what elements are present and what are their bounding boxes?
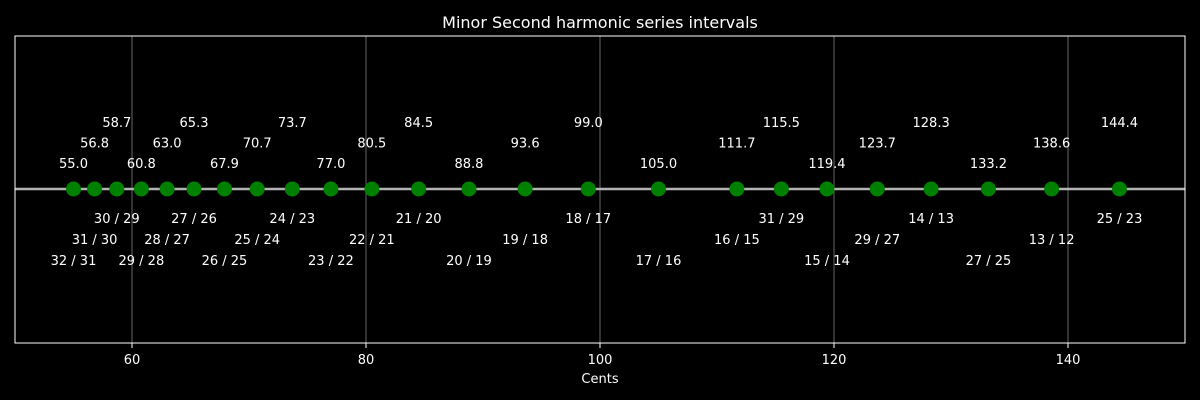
chart-title: Minor Second harmonic series intervals	[442, 13, 758, 32]
cents-value-label: 144.4	[1101, 116, 1138, 131]
cents-value-label: 123.7	[859, 137, 896, 152]
cents-value-label: 58.7	[102, 116, 131, 131]
cents-value-label: 133.2	[970, 157, 1007, 172]
interval-point	[87, 181, 103, 197]
interval-point	[216, 181, 232, 197]
cents-value-label: 119.4	[808, 157, 845, 172]
interval-point	[980, 181, 996, 197]
x-axis-label: Cents	[581, 372, 618, 387]
ratio-label: 30 / 29	[94, 212, 140, 227]
interval-point	[186, 181, 202, 197]
interval-point	[923, 181, 939, 197]
x-tick-label: 60	[124, 353, 141, 368]
ratio-label: 14 / 13	[908, 212, 954, 227]
x-tick-label: 100	[588, 353, 613, 368]
cents-value-label: 67.9	[210, 157, 239, 172]
points-layer	[66, 181, 1127, 197]
cents-value-label: 99.0	[574, 116, 603, 131]
interval-point	[580, 181, 596, 197]
interval-point	[249, 181, 265, 197]
cents-value-label: 84.5	[404, 116, 433, 131]
interval-point	[284, 181, 300, 197]
cents-value-label: 128.3	[913, 116, 950, 131]
ratio-label: 13 / 12	[1029, 233, 1075, 248]
ratio-label: 24 / 23	[269, 212, 315, 227]
interval-point	[869, 181, 885, 197]
ratio-label: 27 / 26	[171, 212, 217, 227]
ratio-label: 15 / 14	[804, 254, 850, 269]
interval-point	[109, 181, 125, 197]
interval-point	[729, 181, 745, 197]
cents-value-label: 111.7	[718, 137, 755, 152]
interval-point	[66, 181, 81, 197]
ratio-label: 18 / 17	[565, 212, 611, 227]
x-tick-label: 80	[358, 353, 375, 368]
interval-point	[517, 181, 533, 197]
interval-point	[651, 181, 666, 197]
interval-point	[323, 181, 339, 197]
x-tick-label: 120	[822, 353, 847, 368]
ticks-layer: 60 80 100 120 140	[124, 343, 1081, 368]
ratio-label: 32 / 31	[51, 254, 97, 269]
interval-point	[133, 181, 149, 197]
interval-point	[773, 181, 789, 197]
ratio-label: 28 / 27	[144, 233, 190, 248]
interval-point	[159, 181, 175, 197]
ratio-label: 29 / 27	[854, 233, 900, 248]
cents-value-label: 73.7	[278, 116, 307, 131]
ratio-label: 19 / 18	[502, 233, 548, 248]
ratio-label: 21 / 20	[396, 212, 442, 227]
cents-value-label: 105.0	[640, 157, 677, 172]
ratio-label: 16 / 15	[714, 233, 760, 248]
cents-value-label: 88.8	[454, 157, 483, 172]
ratio-label: 27 / 25	[966, 254, 1012, 269]
cents-value-label: 60.8	[127, 157, 156, 172]
cents-value-label: 93.6	[511, 137, 540, 152]
cents-value-label: 55.0	[59, 157, 88, 172]
ratio-label: 31 / 29	[758, 212, 804, 227]
cents-value-label: 63.0	[153, 137, 182, 152]
cents-value-label: 70.7	[243, 137, 272, 152]
labels-layer: 55.0 32 / 31 56.8 31 / 30 58.7 30 / 29 60.8 29 …	[51, 116, 1143, 269]
cents-value-label: 138.6	[1033, 137, 1070, 152]
interval-point	[461, 181, 477, 197]
ratio-label: 17 / 16	[636, 254, 682, 269]
cents-value-label: 56.8	[80, 137, 109, 152]
ratio-label: 26 / 25	[202, 254, 248, 269]
x-tick-label: 140	[1056, 353, 1081, 368]
ratio-label: 20 / 19	[446, 254, 492, 269]
ratio-label: 31 / 30	[72, 233, 118, 248]
ratio-label: 22 / 21	[349, 233, 395, 248]
interval-point	[411, 181, 427, 197]
ratio-label: 23 / 22	[308, 254, 354, 269]
interval-point	[1111, 181, 1127, 197]
cents-value-label: 77.0	[316, 157, 345, 172]
cents-value-label: 115.5	[763, 116, 800, 131]
cents-value-label: 80.5	[357, 137, 386, 152]
interval-point	[1044, 181, 1060, 197]
interval-point	[364, 181, 380, 197]
ratio-label: 25 / 23	[1097, 212, 1143, 227]
cents-value-label: 65.3	[180, 116, 209, 131]
interval-point	[819, 181, 835, 197]
ratio-label: 29 / 28	[118, 254, 164, 269]
ratio-label: 25 / 24	[234, 233, 280, 248]
